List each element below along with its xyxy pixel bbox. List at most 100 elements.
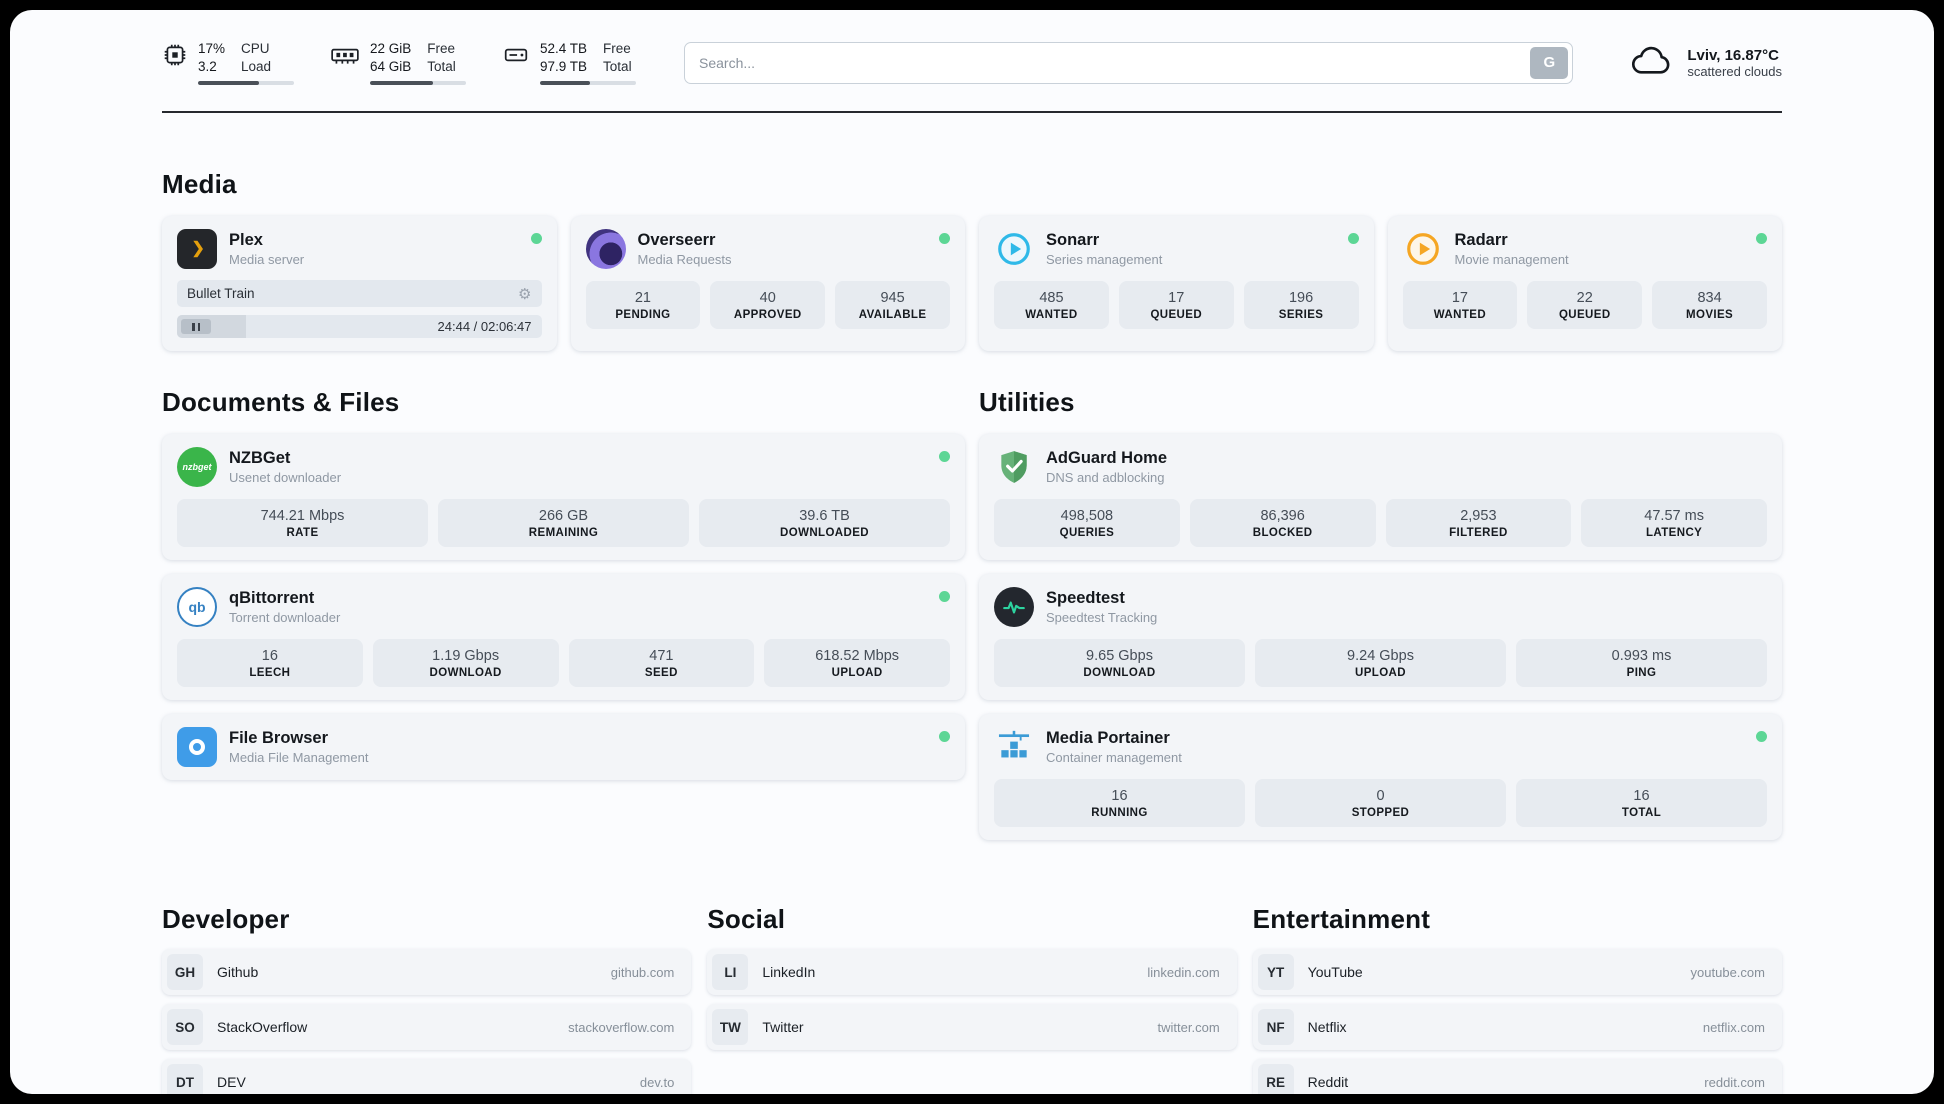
bookmark-name: Github <box>217 964 259 981</box>
app-subtitle: Speedtest Tracking <box>1046 610 1158 626</box>
speedtest-icon <box>994 587 1034 628</box>
stat-tile: 16 TOTAL <box>1516 779 1767 828</box>
section-title-utilities: Utilities <box>979 387 1075 418</box>
utilities-column: Utilities AdGuard Home <box>979 387 1782 841</box>
stat-tile: 16 RUNNING <box>994 779 1245 828</box>
bookmark-name: YouTube <box>1307 964 1363 981</box>
app-card-sonarr[interactable]: Sonarr Series management 485 WANTED 17 QUE… <box>979 216 1374 352</box>
app-name: AdGuard Home <box>1046 449 1168 468</box>
now-playing-title: Bullet Train <box>187 286 255 302</box>
bookmark-row-netflix[interactable]: NF Netflix netflix.com <box>1252 1004 1782 1051</box>
bookmark-abbr: NF <box>1257 1009 1294 1046</box>
app-card-radarr[interactable]: Radarr Movie management 17 WANTED 22 QUEUE… <box>1387 216 1782 352</box>
nzbget-icon: nzbget <box>177 447 217 488</box>
bookmark-section-entertainment: Entertainment YT YouTube youtube.com NF … <box>1252 904 1782 1094</box>
stat-tile: 86,396 BLOCKED <box>1189 499 1376 548</box>
weather-condition: scattered clouds <box>1687 63 1782 79</box>
ram-metric: 22 GiB 64 GiB Free Total <box>330 40 466 86</box>
app-subtitle: Media Requests <box>637 252 732 268</box>
app-card-adguard[interactable]: AdGuard Home DNS and adblocking 498,508 Q… <box>979 434 1782 561</box>
stat-tile: 22 QUEUED <box>1527 281 1643 330</box>
bookmark-row-dev[interactable]: DT DEV dev.to <box>162 1059 692 1094</box>
app-name: qBittorrent <box>229 589 315 608</box>
bookmark-url: stackoverflow.com <box>568 1019 675 1035</box>
cloud-icon <box>1629 43 1675 82</box>
bookmark-abbr: RE <box>1257 1064 1294 1094</box>
bookmark-url: netflix.com <box>1702 1019 1765 1035</box>
plex-time: 24:44 / 02:06:47 <box>437 319 532 335</box>
app-card-plex[interactable]: Plex Media server Bullet Train ⚙ 24:44 /… <box>162 216 557 352</box>
bookmark-url: dev.to <box>639 1074 675 1090</box>
stat-tile: 17 WANTED <box>1402 281 1518 330</box>
plex-progress-bar[interactable]: 24:44 / 02:06:47 <box>177 315 542 339</box>
pause-icon[interactable] <box>181 319 211 335</box>
section-title-developer: Developer <box>162 904 290 935</box>
qbittorrent-icon: qb <box>177 587 217 628</box>
stat-tile: 618.52 Mbps UPLOAD <box>764 639 950 688</box>
stat-tile: 21 PENDING <box>585 281 701 330</box>
app-subtitle: Container management <box>1046 750 1182 766</box>
bookmark-abbr: SO <box>167 1009 203 1046</box>
status-dot <box>1756 731 1767 743</box>
stat-tile: 498,508 QUERIES <box>994 499 1180 548</box>
weather-location: Lviv, 16.87°C <box>1687 46 1779 64</box>
app-card-portainer[interactable]: Media Portainer Container management 16 R… <box>979 714 1782 841</box>
bookmark-section-social: Social LI LinkedIn linkedin.com TW Twitt… <box>707 904 1237 1094</box>
app-name: Overseerr <box>637 231 716 250</box>
app-subtitle: Movie management <box>1454 252 1569 268</box>
bookmark-name: Reddit <box>1307 1074 1349 1091</box>
stat-tile: 834 MOVIES <box>1652 281 1767 330</box>
app-card-overseerr[interactable]: Overseerr Media Requests 21 PENDING 40 APP… <box>570 216 965 352</box>
bookmark-row-linkedin[interactable]: LI LinkedIn linkedin.com <box>707 949 1237 996</box>
status-dot <box>939 591 950 603</box>
stat-tile: 471 SEED <box>568 639 755 688</box>
bookmark-row-youtube[interactable]: YT YouTube youtube.com <box>1252 949 1782 996</box>
bookmark-row-twitter[interactable]: TW Twitter twitter.com <box>707 1004 1237 1051</box>
disk-progress-bar <box>540 81 636 86</box>
status-dot <box>939 731 950 743</box>
app-card-filebrowser[interactable]: File Browser Media File Management <box>162 714 965 781</box>
media-grid: Plex Media server Bullet Train ⚙ 24:44 /… <box>162 216 1782 352</box>
bookmark-row-reddit[interactable]: RE Reddit reddit.com <box>1252 1059 1782 1094</box>
bookmark-abbr: GH <box>167 954 203 991</box>
cpu-progress-bar <box>198 81 294 86</box>
app-card-speedtest[interactable]: Speedtest Speedtest Tracking 9.65 Gbps DO… <box>979 574 1782 701</box>
app-card-qbittorrent[interactable]: qb qBittorrent Torrent downloader 16 LEEC… <box>162 574 965 701</box>
bookmark-url: youtube.com <box>1690 964 1765 980</box>
ram-icon <box>330 42 360 73</box>
stat-tile: 47.57 ms LATENCY <box>1581 499 1767 548</box>
stat-tile: 9.65 Gbps DOWNLOAD <box>994 639 1245 688</box>
stat-tile: 196 SERIES <box>1243 281 1359 330</box>
section-title-social: Social <box>707 904 786 935</box>
bookmark-row-github[interactable]: GH Github github.com <box>162 949 692 996</box>
app-card-nzbget[interactable]: nzbget NZBGet Usenet downloader 744.21 M… <box>162 434 965 561</box>
app-name: NZBGet <box>229 449 291 468</box>
bookmark-url: linkedin.com <box>1147 964 1220 980</box>
app-subtitle: Media server <box>229 252 305 268</box>
system-metrics: 17% 3.2 CPU Load <box>162 40 636 86</box>
bookmark-section-developer: Developer GH Github github.com SO StackO… <box>162 904 692 1094</box>
app-name: Sonarr <box>1046 231 1100 250</box>
bookmark-name: StackOverflow <box>217 1019 308 1036</box>
section-title-media: Media <box>162 169 237 200</box>
bookmark-row-stackoverflow[interactable]: SO StackOverflow stackoverflow.com <box>162 1004 692 1051</box>
cpu-metric: 17% 3.2 CPU Load <box>162 40 294 86</box>
stat-tile: 266 GB REMAINING <box>438 499 689 548</box>
adguard-icon <box>994 447 1034 487</box>
stat-tile: 0 STOPPED <box>1255 779 1506 828</box>
ram-values: 22 GiB 64 GiB <box>370 41 412 74</box>
disk-metric: 52.4 TB 97.9 TB Free Total <box>502 40 636 86</box>
portainer-icon <box>994 727 1034 767</box>
app-name: Speedtest <box>1046 589 1125 608</box>
search-input[interactable] <box>699 54 1531 71</box>
disk-labels: Free Total <box>603 41 632 74</box>
weather-widget[interactable]: Lviv, 16.87°C scattered clouds <box>1629 43 1782 82</box>
bookmark-abbr: LI <box>712 954 749 991</box>
ram-labels: Free Total <box>427 41 456 74</box>
app-name: Plex <box>229 231 263 250</box>
status-dot <box>939 451 950 463</box>
search-bar: G <box>684 41 1574 84</box>
search-engine-button[interactable]: G <box>1530 46 1569 79</box>
gear-icon[interactable]: ⚙ <box>518 285 532 303</box>
stat-tile: 16 LEECH <box>177 639 363 688</box>
